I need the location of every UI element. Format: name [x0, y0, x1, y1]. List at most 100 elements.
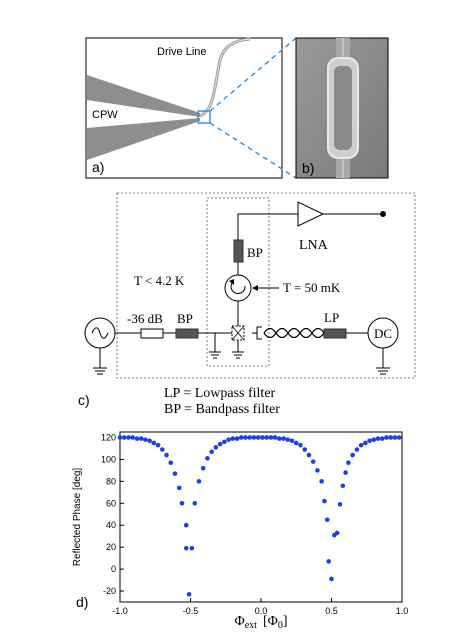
data-point [375, 436, 381, 441]
data-point [143, 437, 148, 442]
x-tick-label: 0.5 [325, 606, 338, 616]
data-point [230, 436, 236, 441]
data-point [168, 460, 174, 466]
data-point [151, 440, 157, 446]
data-point [392, 435, 398, 440]
data-point [379, 436, 385, 441]
panel-d-label: d) [76, 594, 88, 610]
data-points [117, 435, 402, 597]
output-terminal [380, 211, 386, 217]
drive-line-trace-inner [199, 38, 251, 117]
data-point [346, 460, 351, 466]
data-point [363, 440, 368, 446]
cpw-lower-electrode [87, 118, 200, 160]
data-point [315, 468, 320, 473]
data-point [134, 436, 140, 441]
y-tick-label: 60 [106, 498, 116, 508]
data-point [117, 435, 123, 440]
data-point [354, 447, 360, 452]
data-point [324, 517, 330, 523]
data-point [329, 576, 334, 582]
x-tick-label: 1.0 [396, 606, 409, 616]
data-point [130, 435, 135, 440]
ac-ground-icon [93, 367, 107, 375]
sem-loop-inner [334, 66, 352, 150]
data-point [337, 502, 343, 507]
temp-inner-label: T = 50 mK [283, 280, 341, 295]
y-tick-label: 120 [101, 432, 116, 442]
data-point [213, 445, 219, 450]
data-point [160, 447, 165, 452]
panel-a: Drive Line CPW a) [85, 37, 283, 179]
lna-amplifier [297, 201, 325, 227]
data-point [238, 435, 244, 440]
data-point [277, 436, 282, 441]
x-axis-ticks: -1.0 -0.5 0.0 0.5 1.0 [112, 598, 408, 616]
dc-coupler [256, 326, 262, 340]
data-point [192, 500, 198, 506]
data-point [189, 545, 195, 551]
data-point [371, 437, 377, 442]
data-point [209, 449, 214, 455]
panel-c-label: c) [78, 392, 90, 408]
bp-filter-input [175, 328, 199, 339]
data-point [306, 452, 312, 458]
panel-c [84, 192, 416, 379]
data-point [147, 438, 152, 444]
legend-lp: LP = Lowpass filter [164, 386, 276, 401]
panel-d: -1.0 -0.5 0.0 0.5 1.0 -20 0 20 40 60 80 100 120 Ref… [72, 431, 408, 631]
data-point [121, 435, 127, 440]
y-tick-label: 40 [106, 520, 116, 530]
y-axis-ticks: -20 0 20 40 60 80 100 120 [101, 432, 124, 596]
data-point [155, 442, 161, 448]
data-point [226, 437, 231, 442]
twisted-pair-b [263, 327, 325, 339]
zoom-box [197, 110, 211, 124]
x-tick-label: 0.0 [255, 606, 268, 616]
bp-input-label: BP [177, 311, 193, 326]
zoom-line-top [209, 37, 297, 112]
data-point [138, 436, 144, 441]
data-point [200, 465, 206, 471]
temp-outer-label: T < 4.2 K [134, 273, 185, 288]
data-point [343, 470, 348, 475]
lp-label: LP [324, 310, 339, 325]
y-tick-label: 80 [106, 476, 116, 486]
sample-cross-2 [231, 325, 245, 341]
cpw-upper-electrode [87, 75, 200, 117]
x-label-ext: ext [245, 620, 257, 631]
data-point [334, 530, 340, 536]
sample-ground-icon [232, 351, 244, 359]
y-tick-label: 0 [111, 564, 116, 574]
inner-mixing-chamber-box [206, 197, 270, 367]
data-point [186, 592, 192, 597]
input-ground-icon [209, 351, 221, 359]
data-point [179, 500, 185, 506]
data-point [217, 441, 223, 447]
attenuator-label: -36 dB [127, 311, 163, 326]
data-point [222, 439, 227, 445]
data-point [396, 435, 402, 440]
bp-filter-output [233, 239, 244, 263]
data-point [326, 559, 331, 564]
data-point [289, 438, 295, 444]
x-axis-label: Φext [Φ0] [234, 614, 287, 631]
data-point [272, 435, 278, 440]
data-point [243, 435, 248, 440]
data-point [285, 437, 291, 442]
panel-b-label: b) [302, 160, 314, 176]
data-point [367, 438, 372, 444]
data-point [234, 436, 240, 441]
bp-output-label: BP [247, 245, 263, 260]
y-axis-label: Reflected Phase [deg] [72, 468, 83, 567]
data-point [255, 435, 261, 440]
data-point [205, 456, 210, 461]
panel-a-label: a) [92, 159, 104, 175]
data-point [176, 485, 182, 491]
x-label-unit-close: ] [283, 614, 288, 629]
data-point [264, 435, 269, 440]
data-point [281, 436, 286, 441]
data-point [164, 452, 169, 458]
data-point [183, 545, 189, 551]
x-tick-label: -0.5 [183, 606, 199, 616]
